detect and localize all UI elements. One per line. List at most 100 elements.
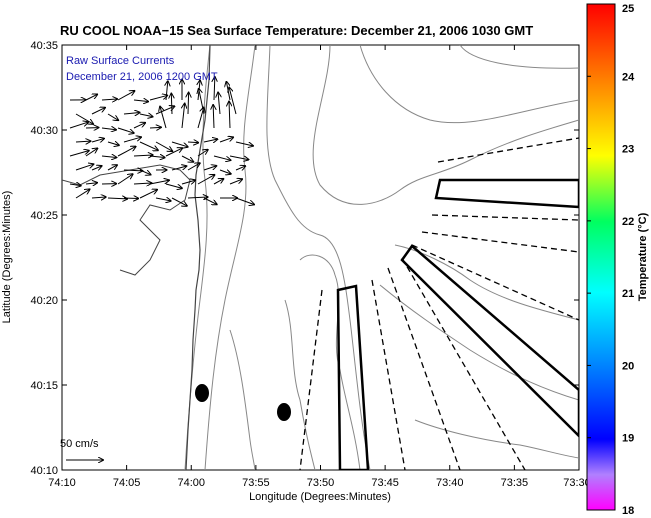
current-vector xyxy=(188,93,189,115)
transect-line xyxy=(437,137,579,163)
transect-line xyxy=(411,244,579,321)
current-vector xyxy=(155,198,171,201)
current-vector xyxy=(91,197,106,198)
current-vector xyxy=(235,141,253,146)
current-vector xyxy=(182,104,185,129)
current-vector xyxy=(187,163,200,171)
contour-line xyxy=(359,45,579,124)
y-tick-label: 40:30 xyxy=(30,125,58,137)
current-vector xyxy=(117,127,134,133)
current-vector xyxy=(91,108,105,115)
current-vector xyxy=(85,183,97,184)
transect-box xyxy=(434,178,579,209)
current-vector xyxy=(85,148,97,157)
sampling-transects xyxy=(299,137,579,470)
current-vector xyxy=(69,122,88,129)
x-tick-label: 74:10 xyxy=(48,477,76,489)
current-vector xyxy=(171,166,186,171)
current-vector xyxy=(149,95,167,101)
current-vector xyxy=(107,165,117,171)
current-vector xyxy=(219,137,233,143)
current-vector xyxy=(139,141,158,150)
current-vector xyxy=(187,142,198,143)
colorbar xyxy=(586,3,616,511)
legend-line-2: December 21, 2006 1200 GMT xyxy=(66,71,218,83)
contour-line xyxy=(284,299,316,470)
y-axis-title: Latitude (Degrees:Minutes) xyxy=(1,191,13,324)
colorbar-tick-label: 22 xyxy=(622,216,634,228)
current-vector xyxy=(133,123,145,129)
colorbar-tick-label: 21 xyxy=(622,288,634,300)
colorbar-tick-label: 24 xyxy=(622,71,635,83)
current-vector xyxy=(123,112,139,114)
current-vector xyxy=(133,100,148,102)
current-vector xyxy=(214,77,215,101)
current-vector xyxy=(229,155,248,160)
station-marker xyxy=(277,403,291,421)
colorbar-title: Temperature (°C) xyxy=(637,212,649,301)
transect-line xyxy=(371,279,406,470)
current-vector xyxy=(69,184,81,186)
current-vector xyxy=(235,166,245,170)
current-vector xyxy=(69,151,89,157)
transect-box xyxy=(336,284,370,470)
current-vector xyxy=(85,94,97,101)
transect-line xyxy=(299,289,323,470)
current-vector xyxy=(229,102,230,129)
contour-line xyxy=(299,254,361,470)
current-vector xyxy=(139,114,153,117)
x-tick-label: 73:30 xyxy=(563,477,591,489)
current-vector xyxy=(91,139,104,142)
sampling-boxes xyxy=(336,178,579,470)
current-vector xyxy=(149,127,161,128)
current-vector xyxy=(101,99,117,100)
current-vector xyxy=(197,150,208,157)
colorbar-ticks: 18 19 20 21 22 23 24 25 xyxy=(587,3,635,517)
current-vector xyxy=(171,197,187,206)
colorbar-tick-label: 19 xyxy=(622,433,634,445)
current-vector xyxy=(166,81,168,101)
current-vector xyxy=(197,108,204,129)
map-layer xyxy=(62,45,579,470)
coastline xyxy=(185,45,211,470)
current-vector xyxy=(171,141,188,147)
contour-line xyxy=(204,45,256,470)
current-vector xyxy=(213,155,230,160)
current-vector xyxy=(117,147,136,157)
current-vector xyxy=(123,170,142,171)
transect-line xyxy=(387,267,461,470)
current-vector xyxy=(149,180,169,185)
transect-line xyxy=(401,257,526,470)
current-vector xyxy=(101,156,116,157)
plot-area xyxy=(61,44,580,471)
current-vector xyxy=(91,166,102,170)
y-tick-label: 40:20 xyxy=(30,295,58,307)
surface-current-vectors xyxy=(69,77,254,206)
current-vector xyxy=(218,93,220,115)
x-tick-label: 74:00 xyxy=(177,477,205,489)
current-vector xyxy=(181,155,193,162)
current-vector xyxy=(229,179,242,185)
chart-title: RU COOL NOAA−15 Sea Surface Temperature:… xyxy=(60,23,533,38)
x-axis-ticks: 74:10 74:05 74:00 73:55 73:50 73:45 73:40 73:35… xyxy=(48,45,591,489)
current-vector xyxy=(149,156,165,158)
x-tick-label: 73:50 xyxy=(307,477,335,489)
current-vector xyxy=(203,139,217,142)
current-vector xyxy=(107,113,118,120)
contour-line xyxy=(229,329,256,470)
transect-box xyxy=(400,244,579,438)
station-marker xyxy=(195,384,209,402)
bay-shoreline xyxy=(62,164,191,276)
current-vector xyxy=(219,170,231,174)
colorbar-tick-label: 23 xyxy=(622,144,634,156)
current-vector xyxy=(155,141,172,151)
x-tick-label: 73:35 xyxy=(501,477,529,489)
x-tick-label: 73:40 xyxy=(436,477,464,489)
current-vector xyxy=(213,179,223,185)
current-vector xyxy=(123,137,141,143)
x-tick-label: 73:45 xyxy=(371,477,399,489)
current-vector xyxy=(203,197,217,204)
y-tick-label: 40:10 xyxy=(30,465,58,477)
y-tick-label: 40:25 xyxy=(30,210,58,222)
